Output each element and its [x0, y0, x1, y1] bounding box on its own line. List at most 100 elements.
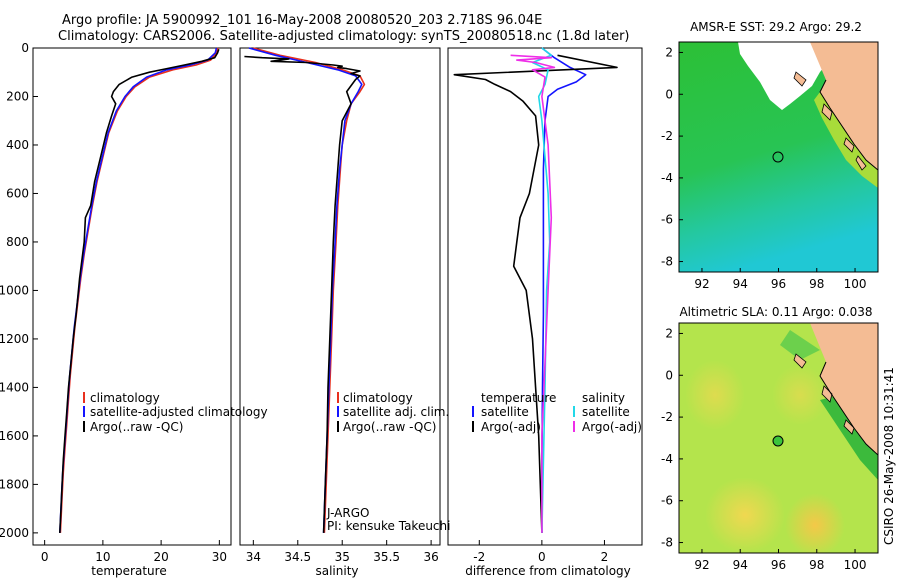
depth-tick-label: 1800 — [0, 477, 29, 491]
map-y-tick-label: -2 — [661, 410, 673, 424]
legend-label: climatology — [90, 391, 160, 405]
series-line-climatology — [59, 47, 219, 533]
depth-tick-label: 400 — [6, 138, 29, 152]
legend-swatch-salinity-satellite — [573, 406, 575, 417]
figure-title-line1: Argo profile: JA 5900992_101 16-May-2008… — [62, 13, 542, 28]
legend-swatch-salinity-argo — [573, 421, 575, 432]
map-y-tick-label: 2 — [665, 326, 673, 340]
x-tick-label: 36 — [423, 550, 438, 564]
legend-label: satellite — [582, 405, 630, 419]
sst-coastline — [819, 79, 878, 171]
map-y-tick-label: -6 — [661, 494, 673, 508]
island-siberut — [843, 419, 855, 435]
x-tick-label: 2 — [601, 550, 609, 564]
legend-swatch-satellite — [337, 406, 339, 417]
legend-swatch-argo — [472, 421, 474, 432]
x-tick-label: 34 — [246, 550, 261, 564]
map-y-tick-label: 0 — [665, 368, 673, 382]
map-y-tick-label: -4 — [661, 171, 673, 185]
difference-xlabel: difference from climatology — [465, 564, 631, 578]
legend-label: Argo(-adj) — [481, 420, 541, 434]
depth-axis: 0 200 400 600 800 1000 1200 1400 1600 1800 2000 — [0, 41, 38, 540]
x-tick-label: 20 — [153, 550, 168, 564]
legend-swatch-argo — [83, 421, 85, 432]
depth-tick-label: 1400 — [0, 380, 29, 394]
difference-panel-frame — [447, 47, 643, 546]
depth-tick-label: 1200 — [0, 332, 29, 346]
depth-tick-label: 1600 — [0, 429, 29, 443]
map-y-tick-label: 2 — [665, 45, 673, 59]
series-line-salinity-argo-adj — [510, 54, 556, 533]
legend-title-salinity: salinity — [582, 391, 625, 405]
depth-tick-label: 1000 — [0, 283, 29, 297]
x-tick-label: 10 — [95, 550, 110, 564]
sla-argo-location-marker — [772, 435, 784, 447]
sla-high-blob — [785, 493, 845, 553]
sla-map — [679, 323, 878, 553]
x-tick-label: -2 — [473, 550, 485, 564]
sst-missing-data — [738, 42, 832, 110]
sla-high-blob — [685, 360, 745, 430]
map-x-tick-label: 94 — [733, 558, 748, 572]
depth-tick-label: 0 — [21, 41, 29, 55]
temperature-legend: climatology satellite-adjusted climatolo… — [83, 391, 268, 434]
salinity-plot: 34 34.5 35 35.5 36 — [244, 47, 439, 564]
x-tick-label: 34.5 — [284, 550, 311, 564]
legend-label: satellite adj. clim. — [343, 405, 449, 419]
map-y-tick-label: -6 — [661, 213, 673, 227]
legend-label: Argo(-adj) — [582, 420, 642, 434]
sst-map — [679, 42, 878, 272]
figure-title-line2: Climatology: CARS2006. Satellite-adjuste… — [58, 29, 630, 44]
depth-tick-label: 200 — [6, 89, 29, 103]
x-tick-label: 0 — [41, 550, 49, 564]
island-siberut — [843, 137, 855, 153]
legend-swatch-satellite — [472, 406, 474, 417]
jargo-annotation: J-ARGO — [326, 506, 369, 520]
map-x-tick-label: 94 — [733, 277, 748, 291]
sumatra-land — [810, 323, 878, 455]
depth-tick-label: 2000 — [0, 526, 29, 540]
island-nias — [821, 103, 833, 121]
sla-coastal-low — [820, 395, 878, 480]
island-simeulue — [793, 71, 807, 87]
map-x-tick-label: 100 — [844, 558, 867, 572]
x-tick-label: 35 — [335, 550, 350, 564]
sla-high-blob — [705, 477, 785, 553]
sla-map-title: Altimetric SLA: 0.11 Argo: 0.038 — [679, 305, 872, 319]
legend-label: climatology — [343, 391, 413, 405]
sumatra-land — [810, 42, 878, 170]
salinity-panel-frame — [239, 47, 441, 546]
island-mentawai — [855, 155, 867, 171]
legend-title-temperature: temperature — [481, 391, 556, 405]
sla-map-axes: 92 94 96 98 100 2 0 -2 -4 -6 -8 — [661, 326, 866, 572]
x-tick-label: 35.5 — [373, 550, 400, 564]
series-line-climatology — [253, 47, 366, 533]
map-x-tick-label: 100 — [844, 277, 867, 291]
temperature-xlabel: temperature — [91, 564, 166, 578]
map-y-tick-label: -2 — [661, 129, 673, 143]
legend-swatch-climatology — [83, 392, 85, 403]
salinity-legend: climatology satellite adj. clim. Argo(..… — [326, 391, 450, 533]
legend-label: satellite — [481, 405, 529, 419]
series-line-satellite-adjusted-climatology — [59, 47, 218, 533]
map-x-tick-label: 98 — [809, 277, 824, 291]
series-line-argo-raw-qc — [244, 55, 361, 533]
legend-swatch-argo — [337, 421, 339, 432]
sst-argo-location-marker — [772, 151, 784, 163]
series-line-satellite-adj-clim — [248, 47, 363, 533]
legend-label: Argo(..raw -QC) — [90, 420, 183, 434]
temperature-panel-frame — [32, 47, 232, 546]
map-x-tick-label: 92 — [694, 558, 709, 572]
salinity-xlabel: salinity — [315, 564, 358, 578]
x-tick-label: 0 — [538, 550, 546, 564]
depth-tick-label: 600 — [6, 186, 29, 200]
sst-map-title: AMSR-E SST: 29.2 Argo: 29.2 — [690, 20, 862, 34]
pi-annotation: PI: kensuke Takeuchi — [327, 519, 450, 533]
temperature-plot: 0 10 20 30 — [41, 47, 227, 564]
series-line-salinity-satellite — [531, 47, 553, 533]
sla-coastline — [819, 361, 878, 456]
sla-coastal-low — [780, 330, 820, 360]
legend-swatch-satellite — [83, 406, 85, 417]
series-line-argo-raw-qc — [59, 48, 220, 533]
